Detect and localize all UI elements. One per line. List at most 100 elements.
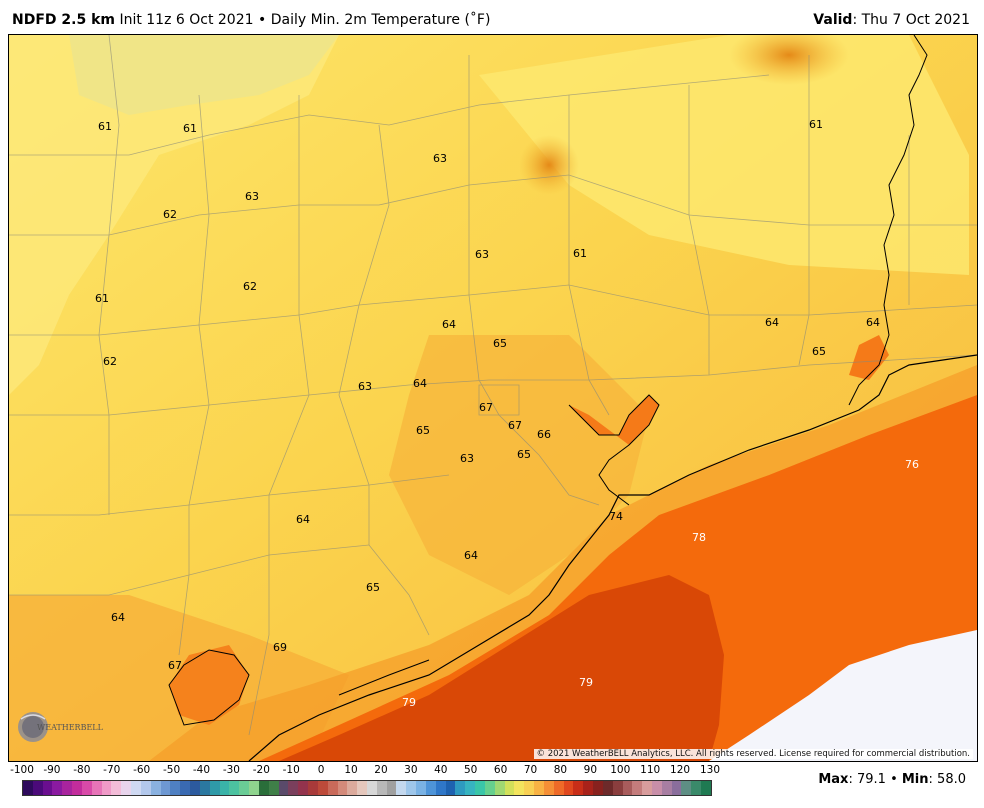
scale-swatch: [327, 781, 338, 795]
coastline: [248, 354, 977, 761]
gulf-warm-core: [279, 575, 724, 761]
scale-tick-labels: -100 -90 -80 -70 -60 -50 -40 -30 -20 -10 0 10 20 30 40…: [10, 764, 720, 778]
scale-swatch: [416, 781, 426, 795]
scale-swatch: [406, 781, 417, 795]
scale-swatch: [494, 781, 505, 795]
value-label: 62: [243, 280, 257, 293]
scale-swatch: [475, 781, 485, 795]
scale-swatch: [701, 781, 711, 795]
scale-swatch: [425, 781, 436, 795]
scale-swatch: [681, 781, 692, 795]
value-label: 69: [273, 641, 287, 654]
scale-tick-label: 10: [344, 764, 358, 776]
warm-pocket-ne: [729, 35, 849, 85]
scale-tick-label: 50: [464, 764, 478, 776]
scale-swatch: [671, 781, 682, 795]
scale-bar: [22, 780, 712, 796]
scale-tick-label: 90: [583, 764, 598, 776]
value-label: 64: [765, 316, 779, 329]
cool-zone-west: [9, 35, 339, 395]
value-label: 65: [493, 337, 507, 350]
scale-swatch: [62, 781, 73, 795]
scale-swatch: [484, 781, 495, 795]
title-bullet: •: [257, 12, 267, 28]
scale-swatch: [337, 781, 348, 795]
scale-tick-label: -80: [73, 764, 91, 776]
scale-swatch: [131, 781, 141, 795]
scale-tick-label: 20: [374, 764, 388, 776]
scale-swatch: [661, 781, 672, 795]
value-label: 61: [573, 247, 587, 260]
state-border: [848, 35, 928, 406]
scale-tick-label: 70: [523, 764, 538, 776]
matagorda-bay: [169, 645, 249, 725]
coastal-band: [149, 365, 977, 761]
value-label: 64: [866, 316, 880, 329]
scale-tick-label: -50: [162, 764, 181, 776]
scale-swatch: [465, 781, 476, 795]
scale-swatch: [150, 781, 161, 795]
scale-tick-label: 80: [553, 764, 568, 776]
value-label: 63: [475, 248, 489, 261]
scale-swatch: [72, 781, 82, 795]
value-label: 63: [245, 190, 259, 203]
scale-swatch: [563, 781, 574, 795]
value-label: 62: [103, 355, 117, 368]
value-label: 63: [433, 152, 447, 165]
scale-swatch: [121, 781, 132, 795]
scale-swatch: [258, 781, 269, 795]
scale-swatch: [376, 781, 387, 795]
scale-swatch: [642, 781, 652, 795]
map-title: NDFD 2.5 km Init 11z 6 Oct 2021 • Daily …: [12, 12, 490, 28]
value-labels: 61 61 63 61 62 63 63 61 61 62 64 65 64 6…: [95, 118, 919, 709]
scale-swatch: [543, 781, 554, 795]
sabine-lake: [849, 335, 889, 380]
scale-tick-label: 120: [670, 764, 691, 776]
value-label: 74: [609, 510, 623, 523]
scale-swatch: [42, 781, 53, 795]
logo-text: WEATHERBELL: [37, 723, 104, 732]
value-label: 64: [296, 513, 310, 526]
warm-zone-houston: [389, 335, 649, 595]
value-label: 78: [692, 531, 706, 544]
scale-swatch: [219, 781, 230, 795]
maxmin-bullet: •: [890, 772, 898, 787]
scale-swatch: [593, 781, 603, 795]
value-label: 63: [460, 452, 474, 465]
scale-swatch: [91, 781, 102, 795]
value-label: 61: [809, 118, 823, 131]
value-label: 67: [479, 401, 493, 414]
temperature-map: 61 61 63 61 62 63 63 61 61 62 64 65 64 6…: [8, 34, 978, 762]
scale-swatch: [602, 781, 613, 795]
scale-tick-label: 110: [640, 764, 661, 776]
scale-swatch: [524, 781, 535, 795]
max-label: Max: [818, 772, 849, 787]
scale-swatch: [170, 781, 181, 795]
scale-swatch: [111, 781, 122, 795]
scale-swatch: [81, 781, 92, 795]
value-label: 65: [366, 581, 380, 594]
scale-swatch: [435, 781, 446, 795]
min-value: : 58.0: [928, 772, 966, 787]
scale-tick-label: 40: [434, 764, 448, 776]
scale-swatch: [691, 781, 702, 795]
value-label: 79: [579, 676, 593, 689]
value-label: 64: [111, 611, 125, 624]
weatherbell-logo: WEATHERBELL: [18, 712, 104, 742]
scale-swatch: [366, 781, 377, 795]
scale-swatch: [229, 781, 240, 795]
value-label: 67: [508, 419, 522, 432]
value-label: 67: [168, 659, 182, 672]
map-canvas: 61 61 63 61 62 63 63 61 61 62 64 65 64 6…: [9, 35, 977, 761]
scale-tick-label: -60: [133, 764, 151, 776]
scale-swatch: [553, 781, 564, 795]
warm-pocket-north: [519, 135, 579, 195]
barrier-island: [338, 659, 430, 696]
color-scale: -100 -90 -80 -70 -60 -50 -40 -30 -20 -10 0 10 20 30 40…: [10, 762, 720, 806]
scale-tick-label: -40: [192, 764, 211, 776]
scale-swatch: [23, 781, 33, 795]
bay-shoreline: [568, 394, 660, 506]
no-data-region: [709, 630, 977, 761]
cool-zone-east: [479, 35, 969, 275]
valid-value: : Thu 7 Oct 2021: [852, 12, 970, 28]
